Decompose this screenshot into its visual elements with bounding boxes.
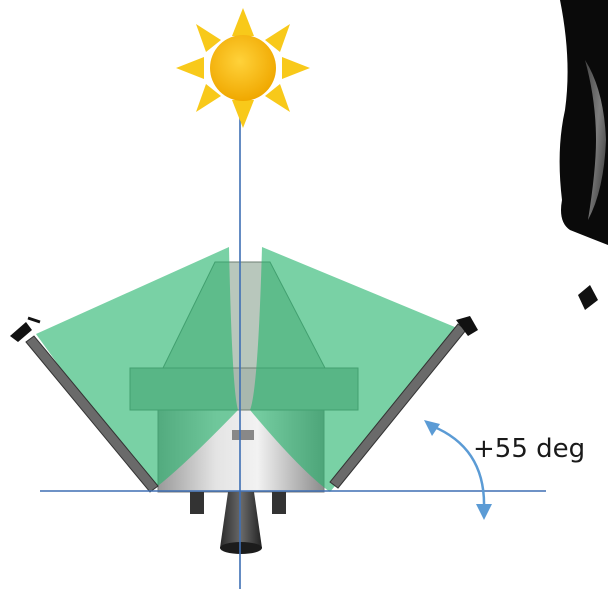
- angle-label: +55 deg: [473, 434, 586, 464]
- field-of-view-right: [250, 247, 462, 492]
- background-planet-image: [559, 0, 608, 310]
- sun-icon: [176, 8, 310, 128]
- field-of-view-left: [36, 247, 238, 492]
- solar-panel-left: [10, 316, 159, 493]
- angle-arc-arrow: [424, 420, 492, 520]
- solar-panel-right: [329, 316, 478, 489]
